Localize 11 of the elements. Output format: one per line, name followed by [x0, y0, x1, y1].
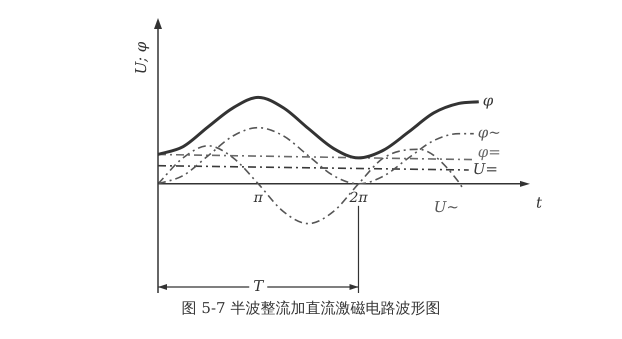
y-axis-title: U; φ [132, 41, 150, 74]
x-axis-title: t [536, 194, 543, 212]
x-tick-label: π [252, 190, 264, 206]
x-tick-label: 2π [348, 190, 368, 206]
caption: 图 5-7 半波整流加直流激磁电路波形图 [180, 299, 442, 318]
text: T [253, 276, 264, 295]
series-label: φ= [478, 142, 501, 161]
series-label: φ~ [478, 124, 501, 142]
series-label: U~ [434, 198, 459, 216]
series-label: U= [472, 160, 498, 178]
series-label: φ [482, 92, 494, 110]
